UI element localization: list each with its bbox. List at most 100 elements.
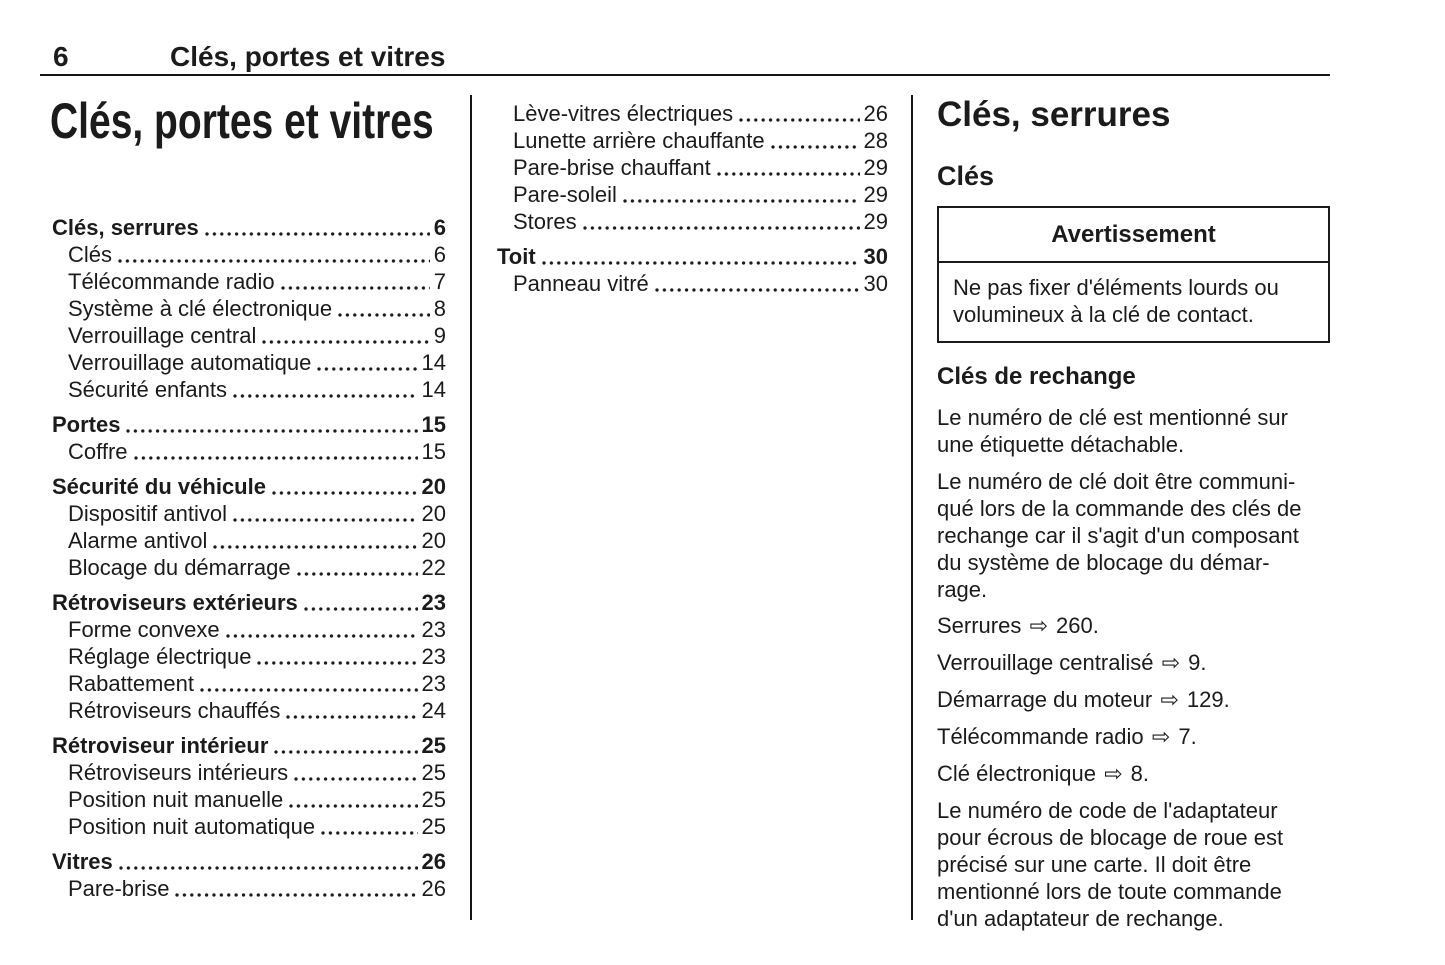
toc-item[interactable]: Coffre 15 <box>52 438 446 465</box>
toc-label: Position nuit automatique <box>68 814 316 839</box>
xref-label: Démarrage du moteur <box>937 687 1153 712</box>
toc-label: Sécurité du véhicule <box>52 474 266 499</box>
toc-label: Pare-soleil <box>513 182 617 207</box>
toc-item[interactable]: Blocage du démarrage 22 <box>52 554 446 581</box>
toc-item[interactable]: Sécurité enfants 14 <box>52 376 446 403</box>
toc-item[interactable]: Lunette arrière chauffante 28 <box>497 127 888 154</box>
xref-item[interactable]: Clé électronique ⇨ 8. <box>937 760 1330 787</box>
toc-label: Verrouillage central <box>68 323 257 348</box>
dot-leader <box>303 607 418 611</box>
toc-label: Système à clé électronique <box>68 296 333 321</box>
toc-item[interactable]: Clés 6 <box>52 241 446 268</box>
section-title: Clés, serrures <box>937 95 1171 134</box>
warning-caption: Avertissement <box>939 208 1328 263</box>
toc-item[interactable]: Télécommande radio 7 <box>52 268 446 295</box>
toc-label: Portes <box>52 412 121 437</box>
toc-label: Clés, serrures <box>52 215 199 240</box>
toc-label: Blocage du démarrage <box>68 555 291 580</box>
toc-page: 9 <box>433 323 446 348</box>
dot-leader <box>118 866 418 870</box>
paragraph: Le numéro de clé est mentionné sur une é… <box>937 404 1330 458</box>
xref-arrow-icon: ⇨ <box>1151 724 1171 749</box>
toc-item[interactable]: Vitres 26 <box>52 848 446 875</box>
toc-label: Pare-brise chauffant <box>513 155 711 180</box>
text-line: rage. <box>937 577 988 602</box>
toc-item[interactable]: Rétroviseurs extérieurs 23 <box>52 589 446 616</box>
toc-item[interactable]: Rétroviseurs chauffés 24 <box>52 697 446 724</box>
toc-page: 29 <box>863 209 888 234</box>
xref-page: 7. <box>1178 724 1197 749</box>
toc-item[interactable]: Lève-vitres électriques 26 <box>497 100 888 127</box>
toc-page: 6 <box>433 242 446 267</box>
toc-item[interactable]: Rétroviseurs intérieurs 25 <box>52 759 446 786</box>
toc-label: Lunette arrière chauffante <box>513 128 765 153</box>
toc-item[interactable]: Rabattement 23 <box>52 670 446 697</box>
toc-item[interactable]: Portes 15 <box>52 411 446 438</box>
toc-label: Vitres <box>52 849 113 874</box>
paragraph: Le numéro de code de l'adaptateur pour é… <box>937 797 1330 932</box>
toc-page: 23 <box>421 617 446 642</box>
toc-label: Clés <box>68 242 113 267</box>
toc-item[interactable]: Pare-brise chauffant 29 <box>497 154 888 181</box>
toc-column-middle: Lève-vitres électriques 26 Lunette arrièr… <box>497 100 888 297</box>
dot-leader <box>262 340 430 344</box>
toc-item[interactable]: Réglage électrique 23 <box>52 643 446 670</box>
dot-leader <box>338 313 430 317</box>
toc-item[interactable]: Dispositif antivol 20 <box>52 500 446 527</box>
header-title: Clés, portes et vitres <box>170 41 446 72</box>
dot-leader <box>213 545 418 549</box>
xref-item[interactable]: Verrouillage centralisé ⇨ 9. <box>937 649 1330 676</box>
xref-page: 9. <box>1188 650 1207 675</box>
toc-page: 26 <box>421 876 446 901</box>
toc-item[interactable]: Pare-brise 26 <box>52 875 446 902</box>
xref-item[interactable]: Démarrage du moteur ⇨ 129. <box>937 686 1330 713</box>
toc-item[interactable]: Verrouillage automatique 14 <box>52 349 446 376</box>
toc-item[interactable]: Alarme antivol 20 <box>52 527 446 554</box>
toc-item[interactable]: Panneau vitré 30 <box>497 270 888 297</box>
dot-leader <box>274 750 418 754</box>
dot-leader <box>582 226 860 230</box>
toc-item[interactable]: Verrouillage central 9 <box>52 322 446 349</box>
toc-page: 15 <box>421 412 446 437</box>
toc-page: 25 <box>421 814 446 839</box>
xref-label: Télécommande radio <box>937 724 1144 749</box>
dot-leader <box>317 367 418 371</box>
text-line: du système de blocage du démar- <box>937 550 1270 575</box>
toc-item[interactable]: Pare-soleil 29 <box>497 181 888 208</box>
text-line: Le numéro de code de l'adaptateur <box>937 798 1278 823</box>
toc-page: 30 <box>863 271 888 296</box>
dot-leader <box>654 288 860 292</box>
toc-item[interactable]: Rétroviseur intérieur 25 <box>52 732 446 759</box>
toc-item[interactable]: Toit 30 <box>497 243 888 270</box>
dot-leader <box>199 688 418 692</box>
toc-item[interactable]: Stores 29 <box>497 208 888 235</box>
toc-item[interactable]: Position nuit manuelle 25 <box>52 786 446 813</box>
dot-leader <box>257 661 418 665</box>
xref-item[interactable]: Serrures ⇨ 260. <box>937 612 1330 639</box>
toc-item[interactable]: Sécurité du véhicule 20 <box>52 473 446 500</box>
toc-page: 7 <box>433 269 446 294</box>
toc-item[interactable]: Forme convexe 23 <box>52 616 446 643</box>
toc-label: Télécommande radio <box>68 269 275 294</box>
dot-leader <box>204 232 430 236</box>
toc-item[interactable]: Clés, serrures 6 <box>52 214 446 241</box>
toc-item[interactable]: Position nuit automatique 25 <box>52 813 446 840</box>
xref-label: Serrures <box>937 613 1022 638</box>
toc-page: 24 <box>421 698 446 723</box>
dot-leader <box>232 394 418 398</box>
xref-item[interactable]: Télécommande radio ⇨ 7. <box>937 723 1330 750</box>
text-line: une étiquette détachable. <box>937 432 1185 457</box>
toc-item[interactable]: Système à clé électronique 8 <box>52 295 446 322</box>
toc-page: 25 <box>421 733 446 758</box>
text-line: Le numéro de clé doit être communi- <box>937 469 1296 494</box>
toc-page: 22 <box>421 555 446 580</box>
toc-page: 20 <box>421 474 446 499</box>
xref-arrow-icon: ⇨ <box>1029 613 1048 638</box>
toc-column-left: Clés, serrures 6 Clés 6 Télécommande radio… <box>52 214 446 902</box>
toc-label: Dispositif antivol <box>68 501 227 526</box>
xref-page: 129. <box>1186 687 1230 712</box>
dot-leader <box>126 429 418 433</box>
dot-leader <box>280 286 430 290</box>
cross-reference-list: Serrures ⇨ 260. Verrouillage centralisé … <box>937 612 1330 787</box>
toc-page: 14 <box>421 350 446 375</box>
